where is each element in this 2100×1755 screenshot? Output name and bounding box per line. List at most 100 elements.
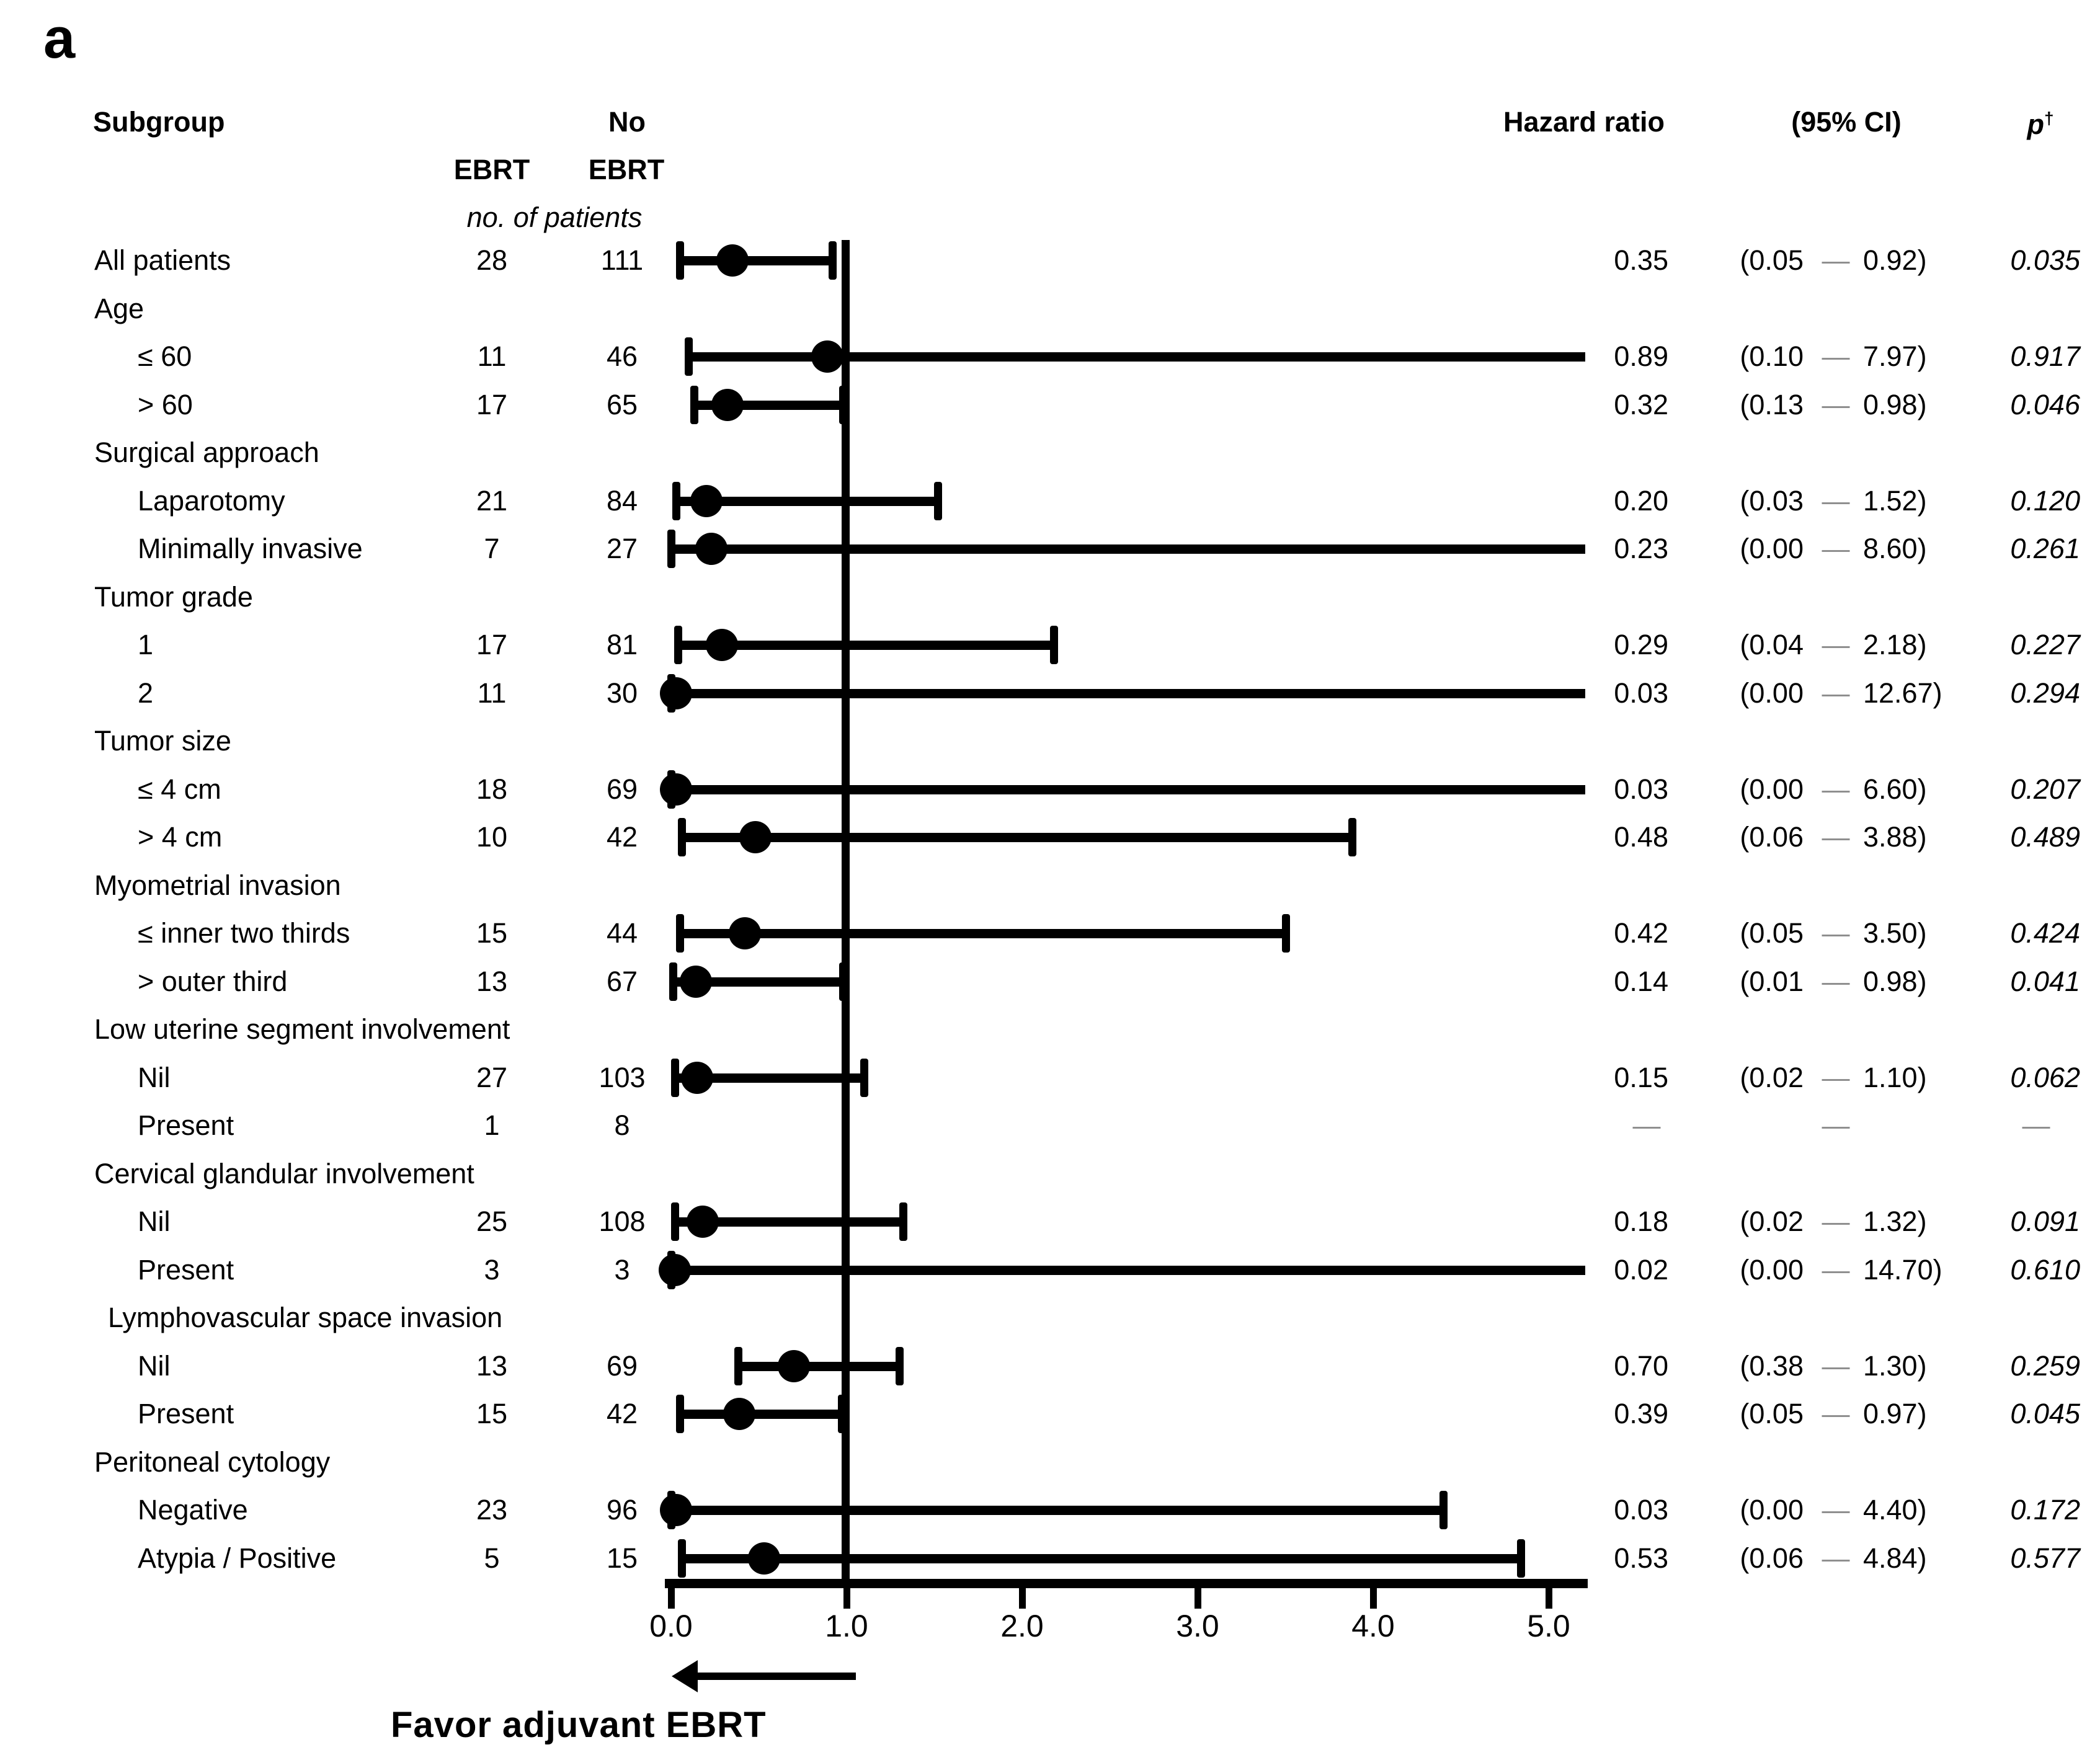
hr-value: 0.03 xyxy=(1614,773,1668,805)
ci-dash: — xyxy=(1822,1061,1850,1093)
group-label: Lymphovascular space invasion xyxy=(108,1302,503,1333)
favor-label: Favor adjuvant EBRT xyxy=(391,1705,767,1745)
ci-dash: — xyxy=(1822,1398,1850,1429)
group-label: Peritoneal cytology xyxy=(94,1446,331,1478)
col-header-p: p† xyxy=(2003,99,2078,140)
ci-dash: — xyxy=(1822,917,1850,949)
ci-high: 0.97) xyxy=(1863,1398,1927,1429)
hr-value: 0.03 xyxy=(1614,677,1668,709)
ci-low: (0.38 xyxy=(1740,1349,1804,1382)
ebrt-count: 21 xyxy=(476,484,508,517)
ci-high: 7.97) xyxy=(1863,340,1927,372)
ci-low: (0.01 xyxy=(1740,965,1804,997)
ci-dash: — xyxy=(1822,1494,1850,1526)
p-value: 0.041 xyxy=(2010,965,2080,997)
p-value: 0.046 xyxy=(2010,388,2080,420)
no-ebrt-count: 96 xyxy=(606,1494,638,1526)
ebrt-count: 3 xyxy=(484,1253,500,1286)
no-ebrt-count: 81 xyxy=(606,629,638,660)
ci-low: (0.10 xyxy=(1740,340,1804,372)
p-value: 0.610 xyxy=(2010,1253,2080,1286)
ci-dash: — xyxy=(1822,965,1850,997)
no-ebrt-count: 3 xyxy=(614,1253,630,1286)
hr-dot xyxy=(706,629,739,661)
hr-na-dash: — xyxy=(1632,1109,1661,1141)
p-header-dagger-icon: † xyxy=(2044,109,2054,128)
row-label: Nil xyxy=(138,1349,171,1382)
hr-value: 0.53 xyxy=(1614,1542,1668,1574)
ci-line xyxy=(688,352,1585,362)
ebrt-count: 13 xyxy=(476,1349,508,1382)
ci-line xyxy=(678,641,1054,650)
ci-high: 2.18) xyxy=(1863,629,1927,660)
row-label: Present xyxy=(138,1109,234,1141)
ci-low: (0.03 xyxy=(1740,484,1804,517)
col-header-unit-note: no. of patients xyxy=(466,202,643,233)
no-ebrt-count: 42 xyxy=(606,1398,638,1429)
hr-dot xyxy=(723,1398,756,1430)
ci-cap-low xyxy=(677,818,686,856)
ci-cap-low xyxy=(667,530,675,568)
ci-line xyxy=(671,544,1585,554)
ci-cap-high xyxy=(1516,1539,1525,1578)
group-label: Tumor size xyxy=(94,725,231,757)
x-axis-tick-label: 0.0 xyxy=(649,1609,693,1643)
ci-cap-low xyxy=(685,337,693,376)
ci-low: (0.02 xyxy=(1740,1061,1804,1093)
no-ebrt-count: 46 xyxy=(606,340,638,372)
group-label: Surgical approach xyxy=(94,437,319,468)
no-ebrt-count: 44 xyxy=(606,917,638,949)
group-label: Tumor grade xyxy=(94,580,253,613)
ci-dash: — xyxy=(1822,677,1850,709)
no-ebrt-count: 30 xyxy=(606,677,638,709)
x-axis-tick xyxy=(1546,1586,1552,1609)
ebrt-count: 7 xyxy=(484,533,500,564)
hr-value: 0.35 xyxy=(1614,244,1668,276)
ci-high: 4.84) xyxy=(1863,1542,1927,1574)
ci-high: 0.98) xyxy=(1863,965,1927,997)
row-label: 1 xyxy=(138,629,154,660)
ci-low: (0.00 xyxy=(1740,1253,1804,1286)
x-axis-tick-label: 3.0 xyxy=(1176,1609,1219,1643)
hr-value: 0.70 xyxy=(1614,1349,1668,1382)
ci-dash: — xyxy=(1822,340,1850,372)
col-header-no: No xyxy=(608,106,646,138)
ebrt-count: 18 xyxy=(476,773,508,805)
row-label: ≤ 4 cm xyxy=(138,773,221,805)
ci-low: (0.00 xyxy=(1740,1494,1804,1526)
ci-cap-high xyxy=(899,1202,907,1241)
no-ebrt-count: 42 xyxy=(606,821,638,853)
x-axis-line xyxy=(665,1579,1588,1588)
no-ebrt-count: 15 xyxy=(606,1542,638,1574)
row-label: Nil xyxy=(138,1206,171,1237)
row-label: Minimally invasive xyxy=(138,533,363,564)
ci-dash: — xyxy=(1822,484,1850,517)
ci-cap-high xyxy=(860,1058,869,1097)
ci-cap-high xyxy=(839,962,848,1001)
hr-dot xyxy=(681,1061,714,1094)
favor-arrow-line xyxy=(693,1673,856,1680)
hr-value: 0.03 xyxy=(1614,1494,1668,1526)
no-ebrt-count: 67 xyxy=(606,965,638,997)
ci-high: 1.52) xyxy=(1863,484,1927,517)
p-value: 0.259 xyxy=(2010,1349,2080,1382)
hr-value: 0.14 xyxy=(1614,965,1668,997)
hr-dot xyxy=(811,340,843,373)
hr-dot xyxy=(686,1206,719,1238)
ci-dash: — xyxy=(1822,629,1850,660)
ci-cap-low xyxy=(670,1058,679,1097)
group-label: Cervical glandular involvement xyxy=(94,1157,474,1189)
hr-dot xyxy=(716,244,749,277)
hr-value: 0.42 xyxy=(1614,917,1668,949)
ci-low: (0.06 xyxy=(1740,1542,1804,1574)
ci-high: 14.70) xyxy=(1863,1253,1942,1286)
hr-dot xyxy=(660,773,693,806)
ci-cap-high xyxy=(1348,818,1357,856)
ci-line xyxy=(680,929,1286,938)
ci-high: 1.10) xyxy=(1863,1061,1927,1093)
ci-cap-low xyxy=(674,626,683,664)
hr-dot xyxy=(660,1494,693,1526)
hr-dot xyxy=(739,821,772,853)
no-ebrt-count: 69 xyxy=(606,773,638,805)
hr-value: 0.89 xyxy=(1614,340,1668,372)
